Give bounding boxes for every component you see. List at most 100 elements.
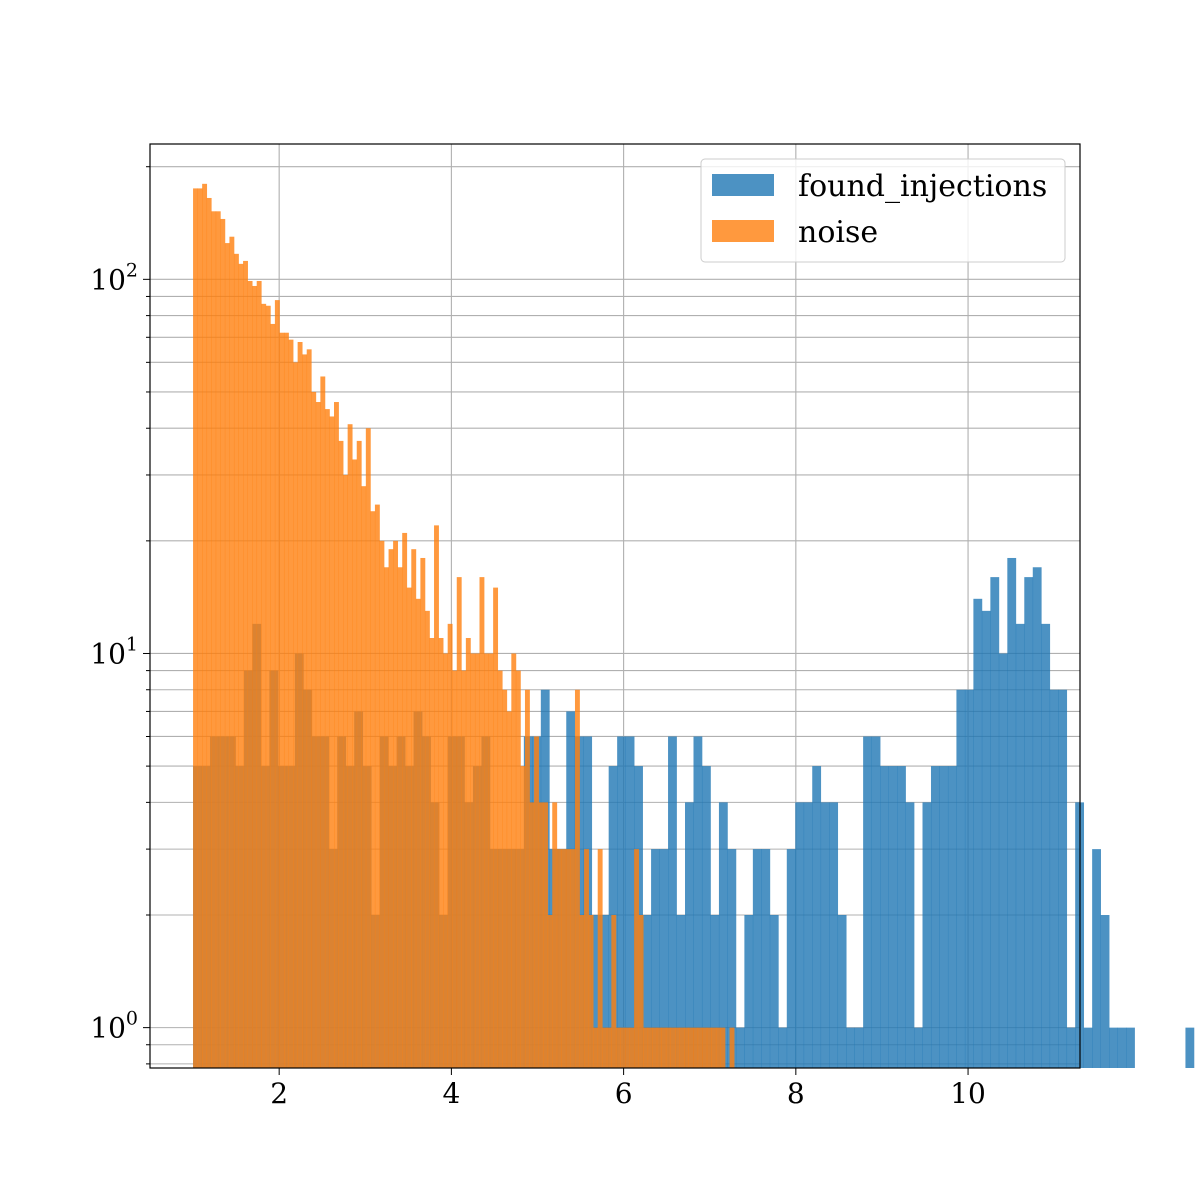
histogram-bar — [556, 849, 562, 1068]
histogram-bar — [602, 1027, 608, 1068]
histogram-bar — [693, 1027, 699, 1068]
histogram-bar — [597, 849, 603, 1068]
histogram-bar — [352, 459, 358, 1068]
x-tick-label: 10 — [950, 1077, 986, 1110]
histogram-bar — [334, 402, 339, 1068]
histogram-bar — [642, 914, 652, 1068]
legend: found_injections noise — [700, 158, 1066, 263]
histogram-bar — [706, 1027, 712, 1068]
histogram-bar — [420, 557, 426, 1068]
histogram-bar — [365, 428, 371, 1068]
histogram-bar — [547, 914, 553, 1068]
histogram-bar — [402, 532, 408, 1068]
histogram-bar — [854, 1027, 864, 1068]
series-noise — [193, 183, 735, 1069]
histogram-bar — [215, 211, 221, 1068]
histogram-bar — [684, 1027, 689, 1068]
histogram-bar — [261, 303, 267, 1068]
histogram-bar — [711, 1027, 717, 1068]
histogram-bar — [224, 243, 230, 1068]
histogram-bar — [461, 670, 467, 1068]
histogram-bar — [606, 1027, 612, 1068]
histogram-bar — [520, 766, 526, 1068]
histogram-bar — [615, 1027, 621, 1068]
histogram-bar — [202, 183, 208, 1068]
histogram-bar — [591, 914, 601, 1068]
histogram-bar — [829, 802, 839, 1068]
histogram-bar — [812, 766, 822, 1068]
histogram-bar — [306, 349, 312, 1068]
histogram-bar — [393, 540, 399, 1068]
histogram-bar — [302, 354, 308, 1068]
histogram-bar — [1066, 1027, 1076, 1068]
plot-frame — [149, 143, 1081, 1069]
histogram-bar — [570, 849, 576, 1068]
histogram-bar — [871, 736, 881, 1068]
histogram-bars — [193, 183, 1195, 1069]
histogram-bar — [897, 766, 906, 1068]
histogram-bar — [715, 1027, 721, 1068]
histogram-bar — [701, 766, 711, 1068]
histogram-bar — [361, 486, 367, 1068]
histogram-bar — [320, 376, 326, 1068]
histogram-bar — [247, 280, 253, 1069]
histogram-bar — [502, 689, 508, 1068]
histogram-bar — [697, 1027, 703, 1068]
histogram-bar — [406, 587, 412, 1068]
histogram-bar — [470, 653, 476, 1068]
histogram-bar — [620, 1027, 626, 1068]
histogram-bar — [624, 1027, 630, 1068]
histogram-bar — [964, 689, 974, 1068]
histogram-bar — [424, 610, 430, 1068]
legend-box — [700, 158, 1066, 263]
histogram-bar — [347, 424, 353, 1068]
histogram-bar — [434, 525, 439, 1068]
histogram-bar — [438, 637, 444, 1068]
histogram-bar — [675, 1027, 680, 1068]
histogram-bar — [702, 1027, 708, 1068]
histogram-bar — [288, 339, 294, 1068]
histogram-bar — [1049, 689, 1059, 1068]
histogram-bar — [1083, 1027, 1093, 1068]
histogram-bar — [786, 849, 796, 1068]
histogram-bar — [384, 567, 389, 1068]
histogram-bar — [727, 849, 737, 1068]
histogram-bar — [220, 218, 226, 1068]
histogram-bar — [256, 280, 262, 1069]
histogram-bar — [456, 577, 462, 1068]
histogram-bar — [543, 802, 549, 1068]
histogram-bar — [270, 323, 276, 1068]
histogram-bar — [1092, 849, 1101, 1068]
histogram-bar — [1117, 1027, 1127, 1068]
histogram-bar — [324, 409, 330, 1069]
legend-label-found-injections: found_injections — [798, 169, 1047, 204]
histogram-bar — [668, 736, 677, 1068]
histogram-bar — [1185, 1027, 1195, 1068]
histogram-bar — [888, 766, 898, 1068]
histogram-bar — [579, 914, 585, 1068]
histogram-bar — [679, 1027, 685, 1068]
histogram-bar — [311, 391, 317, 1068]
histogram-bar — [497, 670, 503, 1068]
histogram-bar — [574, 689, 580, 1068]
histogram-bar — [529, 802, 535, 1068]
histogram-bar — [981, 610, 991, 1068]
histogram-bar — [429, 637, 435, 1068]
histogram-bar — [688, 1027, 694, 1068]
histogram-bar — [600, 914, 610, 1068]
histogram-bar — [229, 236, 235, 1069]
histogram-bar — [343, 474, 348, 1068]
histogram-bar — [584, 849, 589, 1068]
histogram-bar — [820, 802, 830, 1068]
histogram-bar — [338, 440, 344, 1068]
x-tick-label: 2 — [270, 1077, 288, 1110]
histogram-bar — [206, 197, 212, 1068]
histogram-bar — [837, 914, 847, 1068]
histogram-bar — [479, 577, 485, 1068]
histogram-bar — [803, 802, 813, 1068]
histogram-bar — [670, 1027, 676, 1068]
histogram-bar — [274, 300, 280, 1068]
histogram-bar — [1058, 689, 1068, 1068]
y-tick-label: 102 — [90, 259, 138, 296]
